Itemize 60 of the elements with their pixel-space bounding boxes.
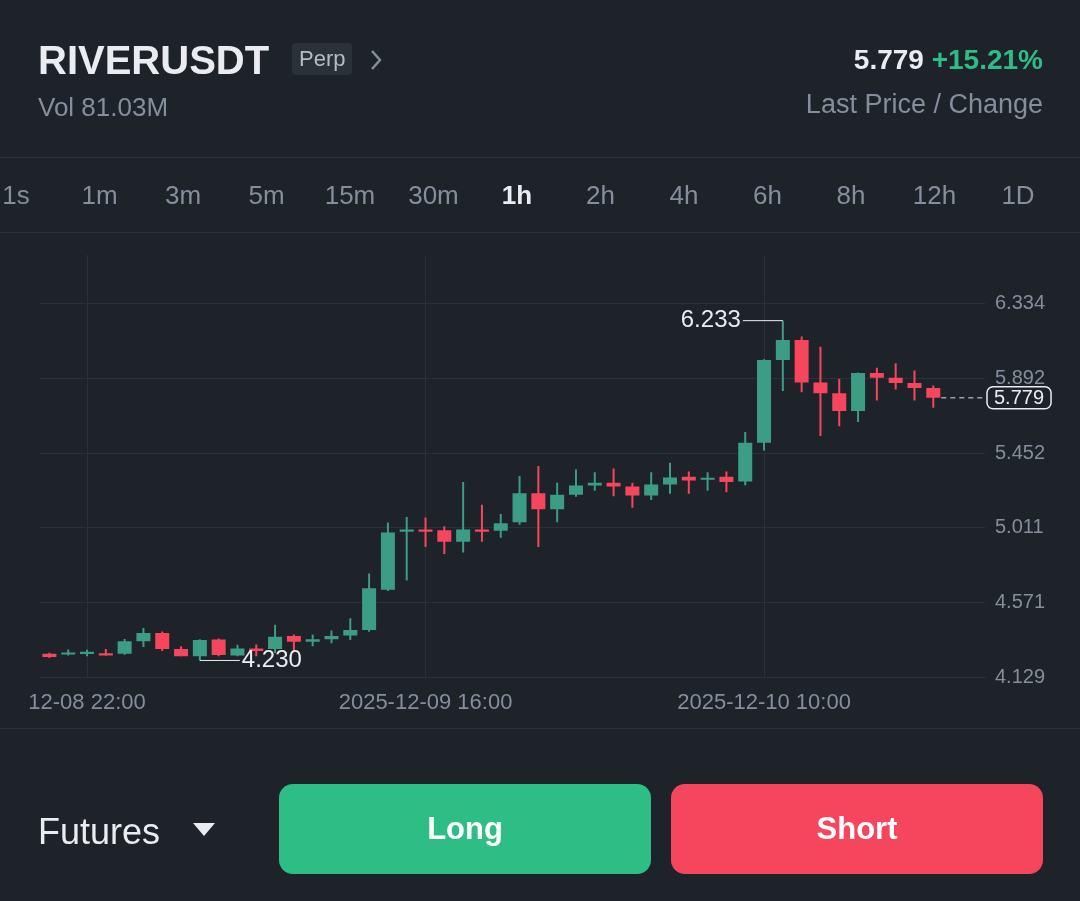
text: 2h [585, 180, 616, 211]
annotation: 4.230 [241, 645, 302, 673]
y-tick-label: 5.892 [995, 366, 1046, 389]
x-tick-label: 2025-12-10 10:00 [677, 688, 851, 714]
candlestick [869, 366, 884, 402]
candlestick [474, 503, 489, 543]
candlestick [136, 627, 151, 648]
text: 1s [1, 180, 31, 211]
candlestick [700, 471, 715, 492]
text: 3m [163, 180, 203, 211]
text: Futures [38, 811, 161, 853]
candlestick [550, 481, 565, 524]
candlestick [644, 471, 659, 501]
candlestick [155, 630, 170, 652]
text: 6h [752, 180, 783, 211]
candlestick [813, 345, 828, 438]
candlestick [568, 468, 583, 498]
text: 5m [247, 180, 286, 211]
candlestick [418, 516, 433, 548]
ref-line-label: 5.779 [994, 386, 1045, 409]
text: 1m [80, 180, 119, 211]
y-tick-label: 4.571 [995, 590, 1046, 613]
text: 4h [668, 180, 700, 211]
y-tick-label: 6.334 [995, 291, 1046, 314]
candlestick [719, 470, 734, 494]
candlestick [343, 617, 358, 642]
text: 12h [911, 180, 958, 211]
candlestick [606, 467, 621, 498]
text: Last Price / Change [805, 89, 1043, 120]
text: 5.779 [853, 44, 924, 75]
text: 15m [323, 180, 377, 211]
candlestick [888, 362, 903, 391]
candlestick [663, 461, 677, 495]
candlestick [926, 384, 941, 409]
chart-subtitle: Vol 81.03M [38, 92, 169, 123]
text: Perp [292, 43, 353, 75]
y-tick-label: 5.011 [995, 515, 1044, 538]
y-tick-label: 4.129 [995, 665, 1046, 688]
candlestick [399, 515, 414, 582]
x-tick-label: 2025-12-09 16:00 [338, 688, 513, 714]
text: +15.21% [931, 44, 1043, 75]
candlestick [907, 369, 922, 402]
annotation: 6.233 [680, 305, 741, 333]
text: Long [279, 784, 651, 874]
text: 30m [407, 180, 460, 211]
candlestick [437, 525, 452, 556]
text: 1h [500, 180, 534, 211]
text: Short [671, 784, 1043, 874]
text: 1D [1000, 180, 1036, 211]
text: 8h [835, 180, 867, 211]
candlestick [832, 377, 847, 428]
candlestick [456, 480, 471, 554]
candlestick [531, 464, 546, 548]
candlestick [192, 638, 207, 662]
x-tick-label: 12-08 22:00 [28, 688, 146, 714]
y-tick-label: 5.452 [995, 440, 1046, 463]
candlestick [493, 512, 508, 539]
chart-title: RIVERUSDT [38, 38, 270, 83]
candlestick [775, 319, 790, 393]
candlestick [625, 481, 640, 509]
